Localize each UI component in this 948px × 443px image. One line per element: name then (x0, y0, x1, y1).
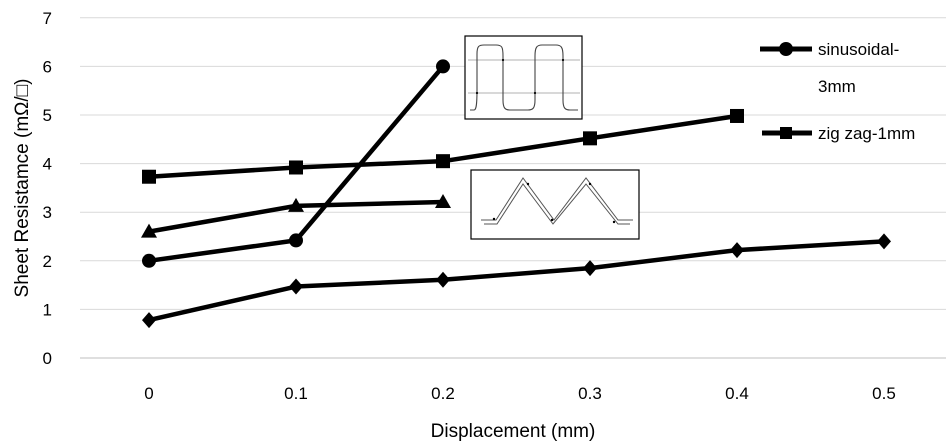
legend-item-sinusoidal: sinusoidal- 3mm (760, 40, 899, 96)
series-layer (141, 59, 891, 329)
legend-square-marker-icon (780, 127, 792, 139)
legend-label-line-1: sinusoidal- (818, 40, 899, 59)
legend-item-zigzag: zig zag-1mm (762, 124, 915, 143)
data-point (436, 59, 450, 74)
y-tick-label: 0 (43, 349, 52, 368)
x-tick-label: 0.5 (872, 384, 896, 403)
x-tick-label: 0.3 (578, 384, 602, 403)
legend-label-line-2: 3mm (818, 77, 856, 96)
data-point (289, 278, 303, 295)
data-point (289, 160, 303, 175)
x-tick-label: 0 (144, 384, 153, 403)
zigzag-waveform-inset (470, 169, 640, 240)
legend-circle-marker-icon (779, 42, 793, 56)
series-2 (141, 193, 451, 238)
y-tick-label: 5 (43, 106, 52, 125)
x-tick-label: 0.2 (431, 384, 455, 403)
legend-label: zig zag-1mm (818, 124, 915, 143)
x-tick-label: 0.4 (725, 384, 749, 403)
data-point (436, 154, 450, 169)
data-point (583, 131, 597, 146)
x-tick-label: 0.1 (284, 384, 308, 403)
data-point (877, 233, 891, 250)
series-0 (142, 59, 450, 268)
y-axis-title: Sheet Resistamce (mΩ/□) (12, 79, 33, 298)
series-3 (142, 233, 891, 329)
y-tick-label: 7 (43, 9, 52, 28)
x-tick-labels: 0 0.1 0.2 0.3 0.4 0.5 (144, 384, 896, 403)
data-point (730, 242, 744, 259)
data-point (288, 197, 304, 212)
y-tick-label: 4 (43, 155, 52, 174)
data-point (730, 108, 744, 123)
y-tick-label: 2 (43, 252, 52, 271)
x-axis-title: Displacement (mm) (431, 421, 596, 442)
data-point (435, 193, 451, 208)
data-point (583, 260, 597, 277)
y-tick-labels: 0 1 2 3 4 5 6 7 (43, 9, 52, 368)
data-point (142, 253, 156, 268)
y-tick-label: 3 (43, 203, 52, 222)
legend: sinusoidal- 3mm zig zag-1mm (760, 40, 915, 143)
data-point (142, 169, 156, 184)
data-point (142, 312, 156, 329)
data-point (141, 223, 157, 238)
data-point (289, 233, 303, 248)
series-line (148, 239, 885, 323)
series-1 (142, 108, 744, 184)
data-point (436, 271, 450, 288)
y-tick-label: 1 (43, 300, 52, 319)
y-tick-label: 6 (43, 57, 52, 76)
sinusoidal-waveform-inset (464, 35, 583, 120)
